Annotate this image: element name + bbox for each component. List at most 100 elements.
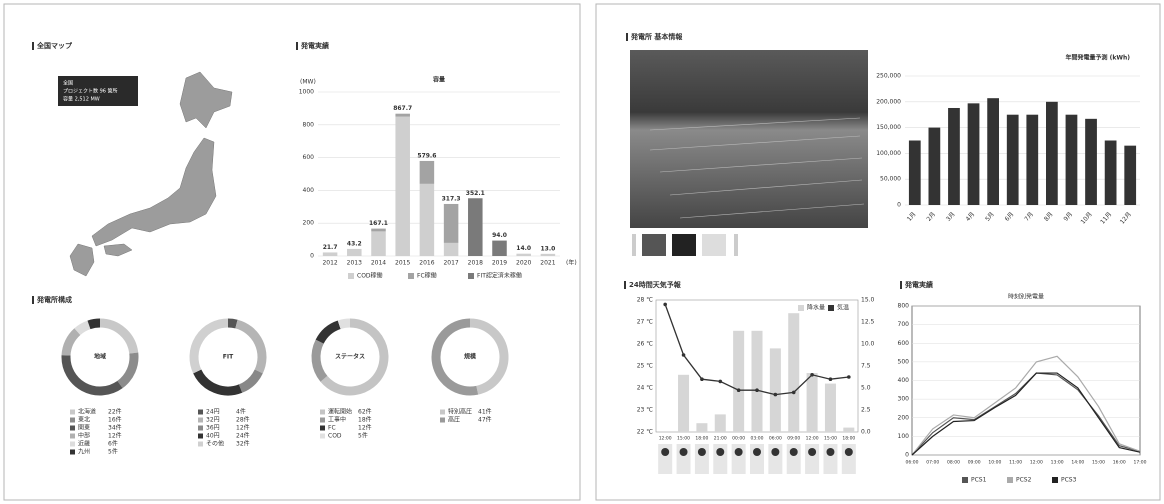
weather-symbol: [697, 448, 706, 456]
y-tick-label: 0: [905, 452, 909, 459]
legend-label: 高圧: [448, 416, 460, 424]
legend-label: 運転開始: [328, 408, 352, 416]
bar-segment: [540, 253, 556, 256]
y-tick-label: 28 ℃: [637, 297, 654, 304]
y-tick-label: 26 ℃: [637, 341, 654, 348]
x-tick-label: 2月: [925, 211, 937, 223]
legend-label: 関東: [78, 424, 90, 432]
thumb-nav[interactable]: [632, 234, 636, 256]
y-tick-label: 200: [303, 220, 315, 227]
legend-value: 24件: [236, 432, 250, 440]
x-tick-label: 2019: [492, 260, 507, 267]
legend-label: 40円: [206, 433, 220, 440]
legend-label: 北海道: [78, 408, 96, 416]
x-tick-label: 1月: [906, 211, 918, 223]
y-tick-label: 25 ℃: [637, 363, 654, 370]
total-label: 867.7: [393, 105, 412, 112]
y-axis-label: (MW): [300, 79, 316, 86]
point: [736, 388, 741, 393]
weather-symbol: [808, 448, 817, 456]
bar-segment: [322, 252, 338, 256]
thumb-nav[interactable]: [734, 234, 738, 256]
legend-label: 24円: [206, 409, 220, 416]
panel-rows: [649, 117, 865, 219]
map-tooltip: [58, 76, 138, 106]
legend-swatch: [70, 441, 75, 447]
y-tick-label: 400: [898, 377, 910, 384]
title-marker: [32, 296, 34, 304]
legend-value: 12件: [358, 424, 372, 432]
x-tick-label: 15:00: [677, 436, 690, 442]
x-tick-label: 14:00: [1071, 460, 1084, 466]
thumbnail[interactable]: [672, 234, 696, 256]
x-tick-label: 12:00: [1030, 460, 1043, 466]
legend-value: 22件: [108, 408, 122, 416]
bar-segment: [371, 228, 386, 232]
x-tick-label: 16:00: [1113, 460, 1126, 466]
bar: [1046, 101, 1058, 205]
x-tick-label: 8月: [1043, 211, 1055, 223]
title-marker: [296, 42, 298, 50]
panel-title: 発電所構成: [36, 295, 72, 304]
x-tick-label: 08:00: [947, 460, 960, 466]
point: [718, 379, 723, 384]
legend-label: 九州: [78, 448, 90, 456]
thumbnail[interactable]: [642, 234, 666, 256]
legend-value: 62件: [358, 408, 372, 416]
legend-label: FIT認定済未稼働: [477, 272, 522, 280]
legend-swatch: [408, 273, 414, 279]
legend-swatch: [962, 477, 968, 483]
x-tick-label: 10:00: [988, 460, 1001, 466]
tooltip-text: 容量 2,512 MW: [63, 96, 100, 103]
donut-segment: [337, 318, 351, 330]
y-tick-label: 800: [303, 121, 315, 128]
legend-swatch: [198, 417, 203, 423]
title-marker: [624, 281, 626, 289]
thumbnail[interactable]: [702, 234, 726, 256]
x-tick-label: 18:00: [695, 436, 708, 442]
bar: [967, 103, 980, 205]
bar: [1026, 114, 1039, 205]
donut-segment: [61, 355, 123, 396]
legend-value: 6件: [108, 440, 118, 448]
point: [700, 377, 704, 382]
panel-title: 発電所 基本情報: [630, 32, 683, 41]
y-tick-label: 12.5: [861, 319, 875, 326]
bar: [733, 330, 745, 432]
bar: [1006, 114, 1019, 205]
y-tick-label: 300: [898, 396, 910, 403]
x-tick-label: 09:00: [968, 460, 981, 466]
legend-value: 5件: [358, 432, 368, 440]
donut-label: 規模: [464, 353, 477, 361]
x-tick-label: 6月: [1004, 211, 1016, 223]
weather-symbol: [826, 448, 835, 456]
legend-swatch: [70, 417, 75, 423]
bar-segment: [443, 203, 459, 243]
legend-value: 18件: [358, 416, 372, 424]
bar-segment: [419, 160, 435, 184]
donut-segment: [189, 318, 229, 374]
legend-value: 47件: [478, 416, 492, 424]
line: [911, 372, 1141, 456]
bar-segment: [371, 231, 386, 256]
weather-symbol: [753, 448, 761, 456]
donut-label: FIT: [223, 354, 234, 361]
donut-segment: [87, 318, 101, 330]
x-tick-label: 4月: [965, 211, 977, 223]
bar: [824, 383, 836, 432]
legend-swatch: [320, 433, 325, 439]
x-tick-label: 2016: [419, 260, 434, 267]
x-tick-label: 00:00: [732, 436, 745, 442]
legend-swatch: [348, 273, 354, 279]
tooltip-text: 全国: [63, 80, 73, 87]
weather-symbol: [844, 448, 853, 456]
total-label: 13.0: [540, 245, 555, 252]
legend-label: 気温: [837, 304, 849, 312]
bar: [843, 427, 855, 432]
legend-swatch: [1052, 477, 1058, 483]
bar: [696, 423, 708, 432]
legend-value: 12件: [108, 432, 122, 440]
weather-symbol: [789, 448, 798, 456]
legend-swatch: [440, 409, 445, 415]
legend-label: PCS1: [971, 477, 987, 484]
